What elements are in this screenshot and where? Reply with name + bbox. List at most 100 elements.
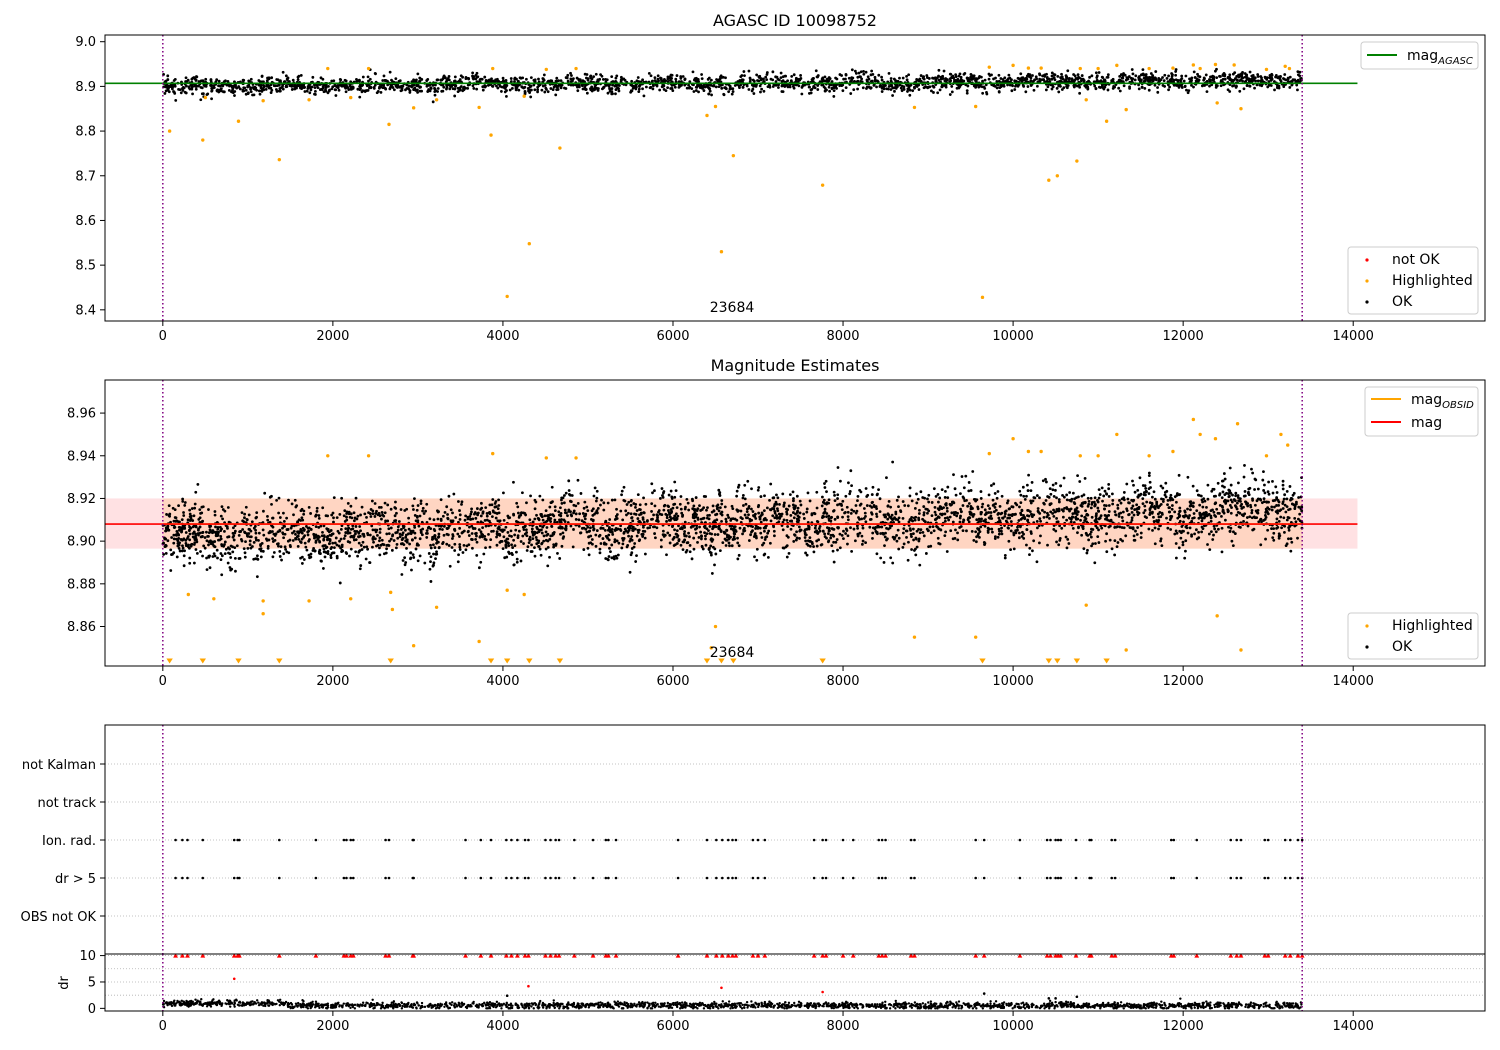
ok-point [373,515,377,518]
ok-point [662,508,666,512]
ok-point [456,86,460,90]
ok-point [891,460,895,464]
ok-point [1228,90,1232,93]
ok-point [569,71,572,75]
ok-point [505,89,508,92]
ok-point [1167,88,1170,92]
ok-point [781,79,785,83]
ok-point [1182,79,1186,83]
ok-point [1243,512,1247,516]
ok-point [962,72,966,76]
ok-point [559,514,563,518]
ok-point [1150,495,1154,499]
ok-point [1095,74,1099,78]
ok-point [277,511,281,515]
ok-point [220,554,224,558]
ok-point [575,76,579,80]
ok-point [504,78,508,82]
ok-point [922,77,926,81]
ok-point [674,512,678,516]
ok-point [999,77,1003,80]
ok-point [1050,74,1054,78]
ok-point [489,538,493,541]
ok-point [869,80,873,83]
ok-point [559,84,563,88]
ok-point [188,87,192,91]
ok-point [1062,476,1066,480]
ok-point [765,71,769,74]
ok-point [470,510,473,514]
ok-point [1088,532,1092,536]
ok-point [416,504,420,507]
ok-point [1159,539,1162,543]
ok-point [265,79,269,82]
highlighted-point [491,66,495,71]
ok-point [1131,72,1135,76]
highlighted-point [1115,63,1119,68]
ok-point [1188,514,1191,517]
ok-point [1269,79,1273,82]
ok-point [1235,501,1239,505]
ok-point [865,79,869,83]
ok-point [739,516,743,519]
ok-point [1038,517,1042,521]
ok-point [745,507,749,511]
ok-point [796,506,800,510]
ok-point [1141,68,1145,71]
ok-point [899,86,903,90]
ok-point [322,547,326,551]
ok-point [1127,513,1130,517]
ok-point [738,526,742,530]
ok-point [798,499,802,503]
ok-point [1021,76,1025,80]
ok-point [637,87,641,91]
ok-point [636,76,640,79]
ok-point [1292,491,1296,495]
ok-point [537,77,540,81]
ok-point [1238,79,1242,83]
ok-point [943,519,947,523]
ok-point [1147,527,1151,531]
ok-point [651,87,655,91]
ok-point [441,528,444,531]
ok-point [857,71,861,75]
ok-point [286,528,290,531]
ok-point [429,580,433,583]
ok-point [290,84,294,88]
ok-point [1030,515,1034,518]
ok-point [741,494,745,497]
ok-point [483,75,487,79]
ok-point [1266,512,1270,516]
ok-point [268,495,272,499]
ok-point [487,524,491,528]
ok-point [949,79,953,83]
ok-point [589,74,593,78]
ok-point [1165,76,1169,80]
ok-point [479,560,483,564]
ok-point [1006,516,1010,520]
ok-point [1090,74,1094,78]
ok-point [366,547,369,551]
ok-point [950,76,954,80]
legend-label-subscript: AGASC [1437,56,1473,67]
legend-status: not OK Highlighted OK [1347,246,1479,315]
ok-point [1073,508,1077,511]
ok-point [1157,527,1160,531]
ok-point [1231,84,1234,88]
ok-point [522,542,525,545]
ok-point [303,90,307,93]
ok-point [633,527,637,531]
ok-point [1284,544,1288,548]
ok-point [827,79,831,83]
ok-point [1103,78,1107,82]
ok-point [1003,556,1007,560]
ok-point [946,516,949,520]
ok-point [1103,507,1106,511]
ok-point [960,475,964,478]
ok-point [705,527,709,531]
ok-point [1296,73,1300,77]
ok-point [1191,484,1195,488]
ok-point [766,555,770,559]
ok-point [629,553,633,557]
ok-point [299,528,303,531]
